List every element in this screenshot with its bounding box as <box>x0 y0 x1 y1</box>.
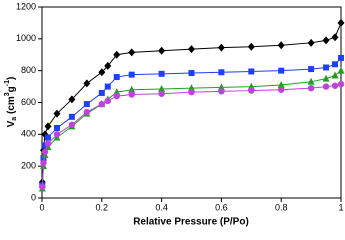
marker <box>53 109 61 118</box>
y-tick-label: 600 <box>21 97 36 107</box>
marker <box>322 83 330 90</box>
marker <box>83 101 90 108</box>
marker <box>158 46 166 55</box>
y-tick-label: 1000 <box>16 33 36 43</box>
marker <box>308 66 315 73</box>
marker <box>248 68 255 75</box>
marker <box>44 134 51 141</box>
marker <box>331 71 339 79</box>
marker <box>331 33 339 42</box>
marker <box>113 50 121 59</box>
marker <box>247 82 255 90</box>
marker <box>83 108 91 116</box>
y-axis-label: Va (cm3g-1) <box>4 77 18 128</box>
marker <box>68 121 76 128</box>
marker <box>188 88 195 96</box>
y-label-part: V <box>6 120 17 127</box>
x-axis-label: Relative Pressure (P/Po) <box>133 217 249 228</box>
marker <box>128 85 136 93</box>
y-label-part: (cm <box>6 96 17 117</box>
x-tick-label: 0.8 <box>275 202 288 212</box>
marker <box>53 131 61 138</box>
marker <box>98 100 106 108</box>
marker <box>44 122 52 131</box>
marker <box>278 67 285 74</box>
y-tick-label: 0 <box>31 192 36 202</box>
marker <box>39 183 46 191</box>
marker <box>98 89 105 96</box>
marker <box>218 69 225 76</box>
chart: Relative Pressure (P/Po) Va (cm3g-1) 0 20… <box>4 1 345 228</box>
marker <box>41 148 49 156</box>
marker <box>104 97 111 105</box>
marker <box>337 80 345 88</box>
y-tick-label: 200 <box>21 161 36 171</box>
marker <box>98 68 106 77</box>
marker <box>278 86 285 93</box>
marker <box>40 155 47 162</box>
series-line <box>41 57 342 186</box>
y-label-part: ) <box>6 77 17 80</box>
marker <box>40 159 47 167</box>
marker <box>188 70 195 77</box>
y-label-part: a <box>11 117 18 121</box>
marker <box>158 90 165 97</box>
marker <box>337 66 345 74</box>
marker <box>307 77 315 85</box>
marker <box>323 64 330 71</box>
marker <box>337 18 345 27</box>
marker <box>128 71 135 78</box>
marker <box>68 95 76 104</box>
marker <box>113 74 120 81</box>
marker <box>188 84 195 92</box>
marker <box>41 142 48 149</box>
marker <box>248 87 255 94</box>
marker <box>307 38 315 47</box>
marker <box>331 82 339 89</box>
y-label-part: g <box>6 86 17 92</box>
marker <box>322 74 330 82</box>
marker <box>277 80 285 88</box>
y-label-part: -1 <box>4 80 11 86</box>
marker <box>307 84 315 92</box>
marker <box>104 61 112 70</box>
marker <box>217 83 225 91</box>
marker <box>128 48 136 57</box>
marker <box>217 43 225 52</box>
marker <box>218 88 225 95</box>
marker <box>53 124 60 131</box>
x-tick-label: 0.6 <box>215 202 228 212</box>
x-tick-label: 0 <box>39 202 44 212</box>
marker <box>158 70 165 77</box>
marker <box>277 41 285 50</box>
marker <box>332 61 339 68</box>
marker <box>188 45 195 54</box>
x-tick-label: 0.2 <box>96 202 109 212</box>
y-tick-label: 800 <box>21 65 36 75</box>
marker <box>44 140 52 148</box>
marker <box>247 42 255 51</box>
marker <box>158 84 166 92</box>
marker <box>128 91 135 98</box>
marker <box>322 36 330 45</box>
y-tick-label: 1200 <box>16 1 36 11</box>
x-tick-label: 1 <box>338 202 343 212</box>
marker <box>338 54 344 61</box>
marker <box>83 79 91 88</box>
marker <box>113 88 121 96</box>
series-line <box>41 83 342 187</box>
marker <box>68 113 75 120</box>
marker <box>113 92 120 100</box>
marker <box>104 83 111 90</box>
x-tick-label: 0.4 <box>155 202 168 212</box>
y-tick-label: 400 <box>21 129 36 139</box>
y-label-part: 3 <box>4 92 11 96</box>
